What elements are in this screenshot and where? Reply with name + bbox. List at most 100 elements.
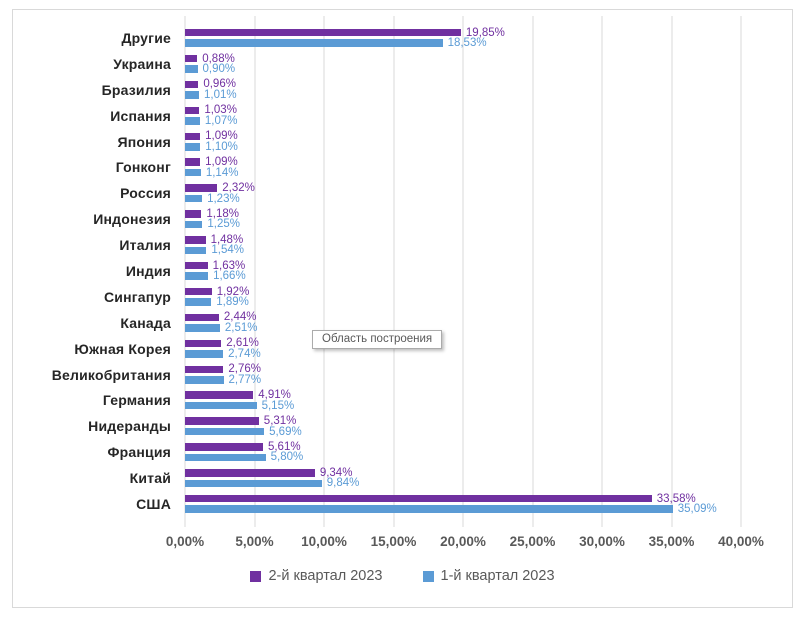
legend-item-q1-2023[interactable]: 1-й квартал 2023 bbox=[422, 568, 555, 584]
bar-pair: 5,61% 5,80% bbox=[185, 439, 741, 465]
plot-area[interactable] bbox=[184, 16, 742, 527]
data-label: 1,01% bbox=[204, 88, 237, 101]
bar-q1-2023[interactable] bbox=[185, 246, 207, 255]
bar-q2-2023[interactable] bbox=[185, 313, 219, 322]
bar-q1-2023[interactable] bbox=[185, 91, 200, 99]
category-label: Китай bbox=[129, 470, 171, 487]
bar-q1-2023[interactable] bbox=[185, 168, 201, 177]
barline: 1,01% bbox=[185, 88, 741, 101]
bar-q1-2023[interactable] bbox=[185, 272, 209, 280]
data-label: 1,07% bbox=[204, 114, 238, 127]
bar-pair: 1,18% 1,25% bbox=[185, 206, 741, 232]
category-label: Южная Корея bbox=[74, 340, 171, 357]
bar-q1-2023[interactable] bbox=[185, 324, 220, 332]
bar-q2-2023[interactable] bbox=[185, 469, 315, 477]
bar-q1-2023[interactable] bbox=[185, 453, 266, 462]
data-label: 1,25% bbox=[207, 218, 240, 231]
barline: 5,69% bbox=[185, 426, 741, 437]
barline: 1,14% bbox=[185, 166, 741, 179]
bar-pair: 2,44% 2,51% bbox=[185, 310, 741, 336]
data-label: 1,48% bbox=[210, 233, 244, 246]
chart-frame[interactable]: Другие 19,85% 18,53% Украина 0,88% 0,90% Брази… bbox=[12, 9, 793, 608]
bar-q2-2023[interactable] bbox=[185, 184, 218, 192]
bar-q2-2023[interactable] bbox=[185, 210, 202, 218]
data-label: 2,74% bbox=[228, 347, 261, 360]
bar-q2-2023[interactable] bbox=[185, 158, 201, 166]
bar-q1-2023[interactable] bbox=[185, 401, 257, 410]
bar-q2-2023[interactable] bbox=[185, 54, 198, 63]
bar-q1-2023[interactable] bbox=[185, 220, 203, 229]
barline: 1,66% bbox=[185, 270, 741, 283]
category-row: Германия 4,91% 5,15% bbox=[13, 387, 741, 413]
data-label: 2,44% bbox=[223, 311, 257, 324]
category-row: Италия 1,48% 1,54% bbox=[13, 232, 741, 258]
gridline bbox=[323, 16, 325, 527]
barline: 1,07% bbox=[185, 114, 741, 127]
category-row: Бразилия 0,96% 1,01% bbox=[13, 77, 741, 103]
barline: 5,15% bbox=[185, 400, 741, 411]
gridline bbox=[462, 16, 464, 527]
bar-q2-2023[interactable] bbox=[185, 80, 199, 89]
bar-q1-2023[interactable] bbox=[185, 427, 265, 436]
bar-q1-2023[interactable] bbox=[185, 505, 673, 513]
category-row: Украина 0,88% 0,90% bbox=[13, 51, 741, 77]
category-label: Гонконг bbox=[115, 159, 171, 176]
bar-q1-2023[interactable] bbox=[185, 194, 203, 203]
bar-q1-2023[interactable] bbox=[185, 39, 443, 47]
bar-q2-2023[interactable] bbox=[185, 287, 212, 296]
category-label: Италия bbox=[119, 237, 171, 254]
legend-swatch-q1-icon bbox=[422, 570, 434, 582]
bar-q2-2023[interactable] bbox=[185, 106, 200, 115]
bar-q1-2023[interactable] bbox=[185, 479, 322, 488]
barline: 2,51% bbox=[185, 322, 741, 334]
bar-pair: 19,85% 18,53% bbox=[185, 25, 741, 51]
barline: 2,76% bbox=[185, 363, 741, 376]
bar-q2-2023[interactable] bbox=[185, 236, 206, 244]
data-label: 19,85% bbox=[465, 26, 505, 39]
barline: 2,61% bbox=[185, 338, 741, 349]
bar-q2-2023[interactable] bbox=[185, 494, 652, 503]
bar-q1-2023[interactable] bbox=[185, 143, 201, 151]
barline: 19,85% bbox=[185, 26, 741, 39]
legend-item-q2-2023[interactable]: 2-й квартал 2023 bbox=[250, 568, 383, 584]
category-row: Россия 2,32% 1,23% bbox=[13, 180, 741, 206]
data-label: 2,76% bbox=[228, 363, 261, 376]
data-label: 1,10% bbox=[205, 140, 238, 153]
barline: 33,58% bbox=[185, 492, 741, 505]
data-label: 1,92% bbox=[216, 285, 250, 298]
bar-q1-2023[interactable] bbox=[185, 350, 224, 358]
barline: 5,31% bbox=[185, 415, 741, 428]
bar-q2-2023[interactable] bbox=[185, 132, 201, 140]
data-label: 35,09% bbox=[677, 503, 717, 516]
bar-q2-2023[interactable] bbox=[185, 28, 461, 37]
x-axis-tick-label: 0,00% bbox=[165, 534, 205, 549]
category-row: Испания 1,03% 1,07% bbox=[13, 103, 741, 129]
data-label: 33,58% bbox=[656, 492, 696, 505]
barline: 0,90% bbox=[185, 63, 741, 75]
data-label: 1,23% bbox=[207, 192, 240, 205]
bar-q1-2023[interactable] bbox=[185, 376, 224, 384]
bar-q1-2023[interactable] bbox=[185, 298, 212, 306]
bar-q2-2023[interactable] bbox=[185, 443, 263, 451]
data-label: 5,31% bbox=[263, 415, 297, 428]
bar-q2-2023[interactable] bbox=[185, 339, 222, 348]
x-axis: 0,00% 5,00% 10,00% 15,00% 20,00% 25,00% 30,00%… bbox=[166, 534, 764, 554]
category-row: Китай 9,34% 9,84% bbox=[13, 465, 741, 491]
x-axis-tick-label: 25,00% bbox=[509, 534, 556, 549]
bar-q1-2023[interactable] bbox=[185, 65, 198, 73]
barline: 5,80% bbox=[185, 451, 741, 464]
data-label: 1,09% bbox=[205, 156, 238, 169]
data-label: 1,66% bbox=[213, 270, 246, 283]
bar-q2-2023[interactable] bbox=[185, 417, 259, 425]
category-label: Украина bbox=[113, 55, 171, 72]
bar-pair: 1,09% 1,10% bbox=[185, 129, 741, 155]
data-label: 5,80% bbox=[270, 451, 304, 464]
bar-q1-2023[interactable] bbox=[185, 117, 200, 125]
data-label: 1,14% bbox=[205, 166, 239, 179]
legend-label-q2: 2-й квартал 2023 bbox=[268, 568, 383, 584]
bar-q2-2023[interactable] bbox=[185, 365, 224, 374]
bar-pair: 1,92% 1,89% bbox=[185, 284, 741, 310]
x-axis-tick-label: 35,00% bbox=[648, 534, 695, 549]
bar-q2-2023[interactable] bbox=[185, 391, 254, 399]
bar-q2-2023[interactable] bbox=[185, 261, 208, 270]
